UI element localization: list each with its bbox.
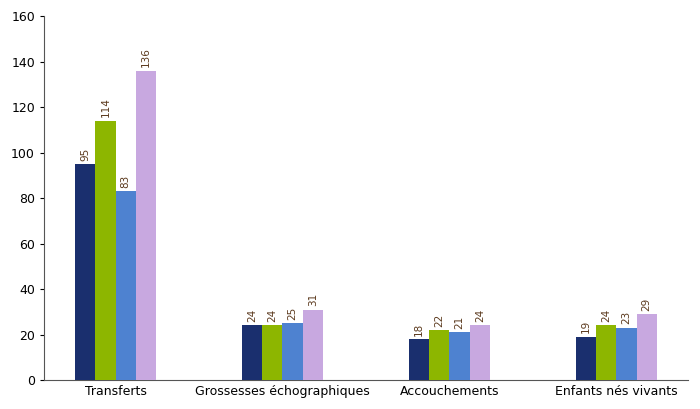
Bar (302, 310, 323, 380)
Bar (449, 332, 470, 380)
Bar (136, 71, 156, 380)
Text: 114: 114 (100, 97, 111, 117)
Bar (470, 326, 490, 380)
Bar (242, 326, 262, 380)
Bar (262, 326, 283, 380)
Text: 25: 25 (288, 306, 298, 320)
Text: 22: 22 (434, 313, 444, 326)
Text: 18: 18 (414, 322, 424, 336)
Text: 83: 83 (120, 175, 131, 188)
Text: 24: 24 (475, 309, 485, 322)
Bar (283, 323, 302, 380)
Text: 19: 19 (581, 320, 591, 333)
Bar (116, 191, 136, 380)
Text: 21: 21 (454, 316, 465, 329)
Bar (636, 314, 657, 380)
Text: 24: 24 (267, 309, 277, 322)
Bar (576, 337, 596, 380)
Text: 23: 23 (622, 311, 631, 324)
Bar (95, 121, 116, 380)
Text: 29: 29 (642, 297, 652, 311)
Bar (596, 326, 616, 380)
Bar (429, 330, 449, 380)
Text: 136: 136 (141, 47, 151, 67)
Bar (75, 164, 95, 380)
Bar (409, 339, 429, 380)
Text: 24: 24 (247, 309, 257, 322)
Text: 95: 95 (80, 147, 90, 161)
Text: 31: 31 (308, 293, 318, 306)
Bar (616, 328, 636, 380)
Text: 24: 24 (601, 309, 611, 322)
